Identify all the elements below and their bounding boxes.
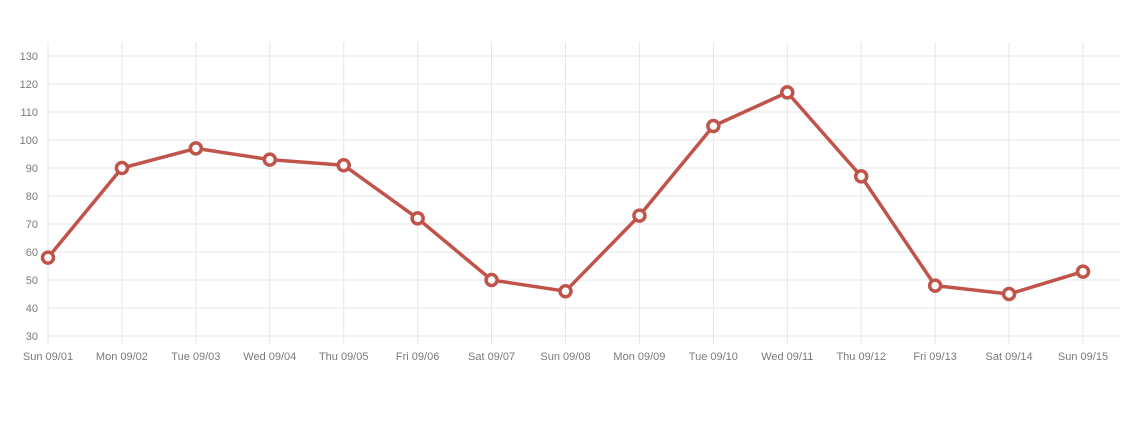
x-tick-label: Thu 09/12 [836, 351, 886, 363]
data-point[interactable] [114, 160, 130, 176]
data-point[interactable] [632, 208, 647, 223]
x-tick-label: Tue 09/03 [171, 351, 220, 363]
x-tick-label: Wed 09/04 [243, 351, 296, 363]
data-point[interactable] [40, 250, 56, 265]
y-tick-label: 120 [20, 79, 38, 91]
x-tick-label: Wed 09/11 [761, 351, 813, 363]
y-tick-label: 70 [26, 219, 38, 231]
data-point[interactable] [188, 141, 204, 156]
data-point[interactable] [927, 278, 943, 293]
y-axis-ticks: 30 40 50 60 70 80 90 100 110 120 130 [20, 51, 38, 343]
y-tick-label: 80 [26, 191, 38, 203]
x-tick-label: Tue 09/10 [689, 351, 738, 363]
y-tick-label: 90 [26, 163, 38, 175]
x-tick-label: Sun 09/08 [540, 351, 590, 363]
data-point[interactable] [1001, 286, 1017, 302]
y-tick-label: 100 [20, 135, 38, 147]
x-tick-label: Sun 09/15 [1058, 351, 1108, 363]
grid [47, 42, 1120, 344]
x-tick-label: Sun 09/01 [23, 351, 73, 363]
y-tick-label: 110 [20, 107, 38, 119]
x-tick-label: Fri 09/13 [913, 351, 956, 363]
y-tick-label: 50 [26, 275, 38, 287]
data-point[interactable] [853, 169, 869, 184]
x-tick-label: Sat 09/14 [986, 351, 1033, 363]
data-point[interactable] [780, 85, 795, 100]
data-point[interactable] [558, 283, 573, 299]
data-point[interactable] [336, 157, 351, 173]
x-axis-ticks: Sun 09/01 Mon 09/02 Tue 09/03 Wed 09/04 Thu … [23, 351, 1108, 363]
x-tick-label: Thu 09/05 [319, 351, 369, 363]
data-point[interactable] [1075, 264, 1091, 279]
x-tick-label: Mon 09/02 [96, 351, 148, 363]
x-tick-label: Fri 09/06 [396, 351, 439, 363]
series [40, 85, 1091, 302]
x-tick-label: Sat 09/07 [468, 351, 515, 363]
x-tick-label: Mon 09/09 [613, 351, 665, 363]
y-tick-label: 40 [26, 303, 38, 315]
data-point[interactable] [706, 118, 721, 134]
data-point[interactable] [262, 152, 278, 167]
data-point[interactable] [410, 211, 425, 226]
y-tick-label: 30 [26, 331, 38, 343]
data-point[interactable] [484, 272, 499, 288]
y-tick-label: 60 [26, 247, 38, 259]
y-tick-label: 130 [20, 51, 38, 63]
